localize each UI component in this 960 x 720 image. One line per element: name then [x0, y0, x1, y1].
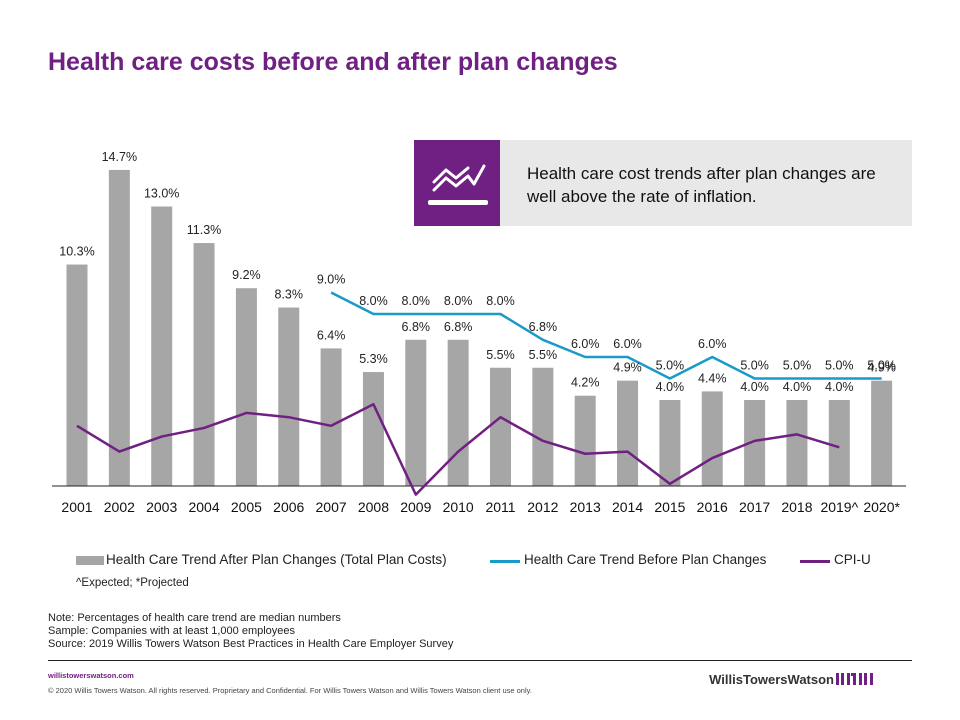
- footer-divider: [48, 660, 912, 661]
- bar-2014: [617, 380, 639, 486]
- footer-site-link[interactable]: willistowerswatson.com: [48, 671, 134, 680]
- legend-swatch-before: [490, 560, 520, 563]
- line-value-label: 6.8%: [529, 320, 558, 334]
- bar-value-label: 4.2%: [571, 376, 600, 390]
- notes: Note: Percentages of health care trend a…: [48, 612, 453, 651]
- legend-label-bar: Health Care Trend After Plan Changes (To…: [106, 552, 447, 567]
- trend-chart-icon: [414, 140, 500, 226]
- x-tick-label: 2008: [358, 499, 389, 515]
- footer-copyright: © 2020 Willis Towers Watson. All rights …: [48, 686, 532, 695]
- x-tick-label: 2015: [654, 499, 685, 515]
- bar-value-label: 8.3%: [275, 288, 304, 302]
- bar-2001: [66, 264, 88, 486]
- x-tick-label: 2003: [146, 499, 177, 515]
- note-line: Note: Percentages of health care trend a…: [48, 612, 341, 624]
- bar-2004: [193, 243, 215, 486]
- callout-text: Health care cost trends after plan chang…: [527, 164, 876, 206]
- line-value-label: 5.0%: [825, 359, 854, 373]
- x-tick-label: 2001: [61, 499, 92, 515]
- bar-2007: [320, 348, 342, 486]
- bar-value-label: 4.4%: [698, 371, 727, 385]
- line-value-label: 6.0%: [613, 337, 642, 351]
- line-cpi-u: [76, 403, 840, 496]
- x-tick-label: 2018: [781, 499, 812, 515]
- line-value-label: 8.0%: [486, 294, 515, 308]
- bar-value-label: 4.0%: [740, 380, 769, 394]
- brand-logo-text: WillisTowersWatson: [709, 672, 834, 687]
- line-value-label: 8.0%: [402, 294, 431, 308]
- line-value-label: 5.0%: [740, 359, 769, 373]
- x-tick-label: 2017: [739, 499, 770, 515]
- bar-value-label: 6.8%: [444, 320, 473, 334]
- bar-2010: [447, 339, 469, 486]
- legend-label-before: Health Care Trend Before Plan Changes: [524, 552, 767, 567]
- line-value-label: 5.0%: [656, 359, 685, 373]
- bar-2020*: [871, 380, 893, 486]
- legend-label-cpi: CPI-U: [834, 552, 871, 567]
- bar-value-label: 4.0%: [656, 380, 685, 394]
- bar-value-label: 6.4%: [317, 328, 346, 342]
- line-value-label: 6.0%: [571, 337, 600, 351]
- line-value-label: 8.0%: [359, 294, 388, 308]
- line-value-label: 6.0%: [698, 337, 727, 351]
- bar-value-label: 14.7%: [102, 150, 137, 164]
- sample-line: Sample: Companies with at least 1,000 em…: [48, 625, 296, 637]
- callout-box: Health care cost trends after plan chang…: [414, 140, 912, 226]
- x-tick-label: 2007: [316, 499, 347, 515]
- page-title: Health care costs before and after plan …: [48, 48, 618, 76]
- x-tick-label: 2010: [443, 499, 474, 515]
- x-tick-label: 2005: [231, 499, 262, 515]
- bar-2019^: [828, 400, 850, 486]
- bar-2011: [490, 367, 511, 486]
- x-tick-label: 2004: [188, 499, 219, 515]
- x-tick-label: 2020*: [863, 499, 900, 515]
- bar-2016: [701, 391, 723, 486]
- bar-2012: [532, 367, 554, 486]
- bar-value-label: 5.3%: [359, 352, 388, 366]
- bar-value-label: 4.0%: [825, 380, 854, 394]
- x-tick-label: 2016: [697, 499, 728, 515]
- bar-2003: [151, 206, 173, 486]
- bar-2005: [235, 288, 257, 486]
- bar-value-label: 4.9%: [613, 361, 642, 375]
- line-value-label: 9.0%: [317, 273, 346, 287]
- x-tick-label: 2002: [104, 499, 135, 515]
- line-before-plan-changes: [330, 291, 882, 380]
- bar-2017: [744, 400, 766, 486]
- bar-value-label: 4.0%: [783, 380, 812, 394]
- bar-value-label: 13.0%: [144, 187, 179, 201]
- bar-2006: [278, 307, 300, 486]
- x-tick-label: 2014: [612, 499, 643, 515]
- legend-swatch-bar: [76, 556, 104, 565]
- bar-value-label: 4.9%: [867, 361, 896, 375]
- bar-2002: [108, 169, 130, 486]
- bar-value-label: 5.5%: [529, 348, 558, 362]
- bar-2015: [659, 400, 681, 486]
- legend-swatch-cpi: [800, 560, 830, 563]
- x-tick-label: 2009: [400, 499, 431, 515]
- chart-footnote: ^Expected; *Projected: [76, 577, 189, 589]
- bar-2009: [405, 339, 427, 486]
- bar-value-label: 5.5%: [486, 348, 515, 362]
- x-tick-label: 2012: [527, 499, 558, 515]
- line-value-label: 5.0%: [783, 359, 812, 373]
- source-line: Source: 2019 Willis Towers Watson Best P…: [48, 638, 454, 650]
- bar-value-label: 9.2%: [232, 268, 261, 282]
- bar-2018: [786, 400, 808, 486]
- x-tick-label: 2019^: [820, 499, 858, 515]
- bar-value-label: 11.3%: [187, 223, 222, 237]
- x-tick-label: 2013: [570, 499, 601, 515]
- x-tick-label: 2011: [485, 499, 515, 515]
- bar-2008: [362, 372, 384, 486]
- x-tick-label: 2006: [273, 499, 304, 515]
- bar-value-label: 6.8%: [402, 320, 431, 334]
- brand-logo-icon: [836, 672, 876, 690]
- line-value-label: 8.0%: [444, 294, 473, 308]
- bar-value-label: 10.3%: [59, 245, 94, 259]
- line-value-label: 5.0%: [867, 359, 896, 373]
- bar-2013: [574, 395, 596, 486]
